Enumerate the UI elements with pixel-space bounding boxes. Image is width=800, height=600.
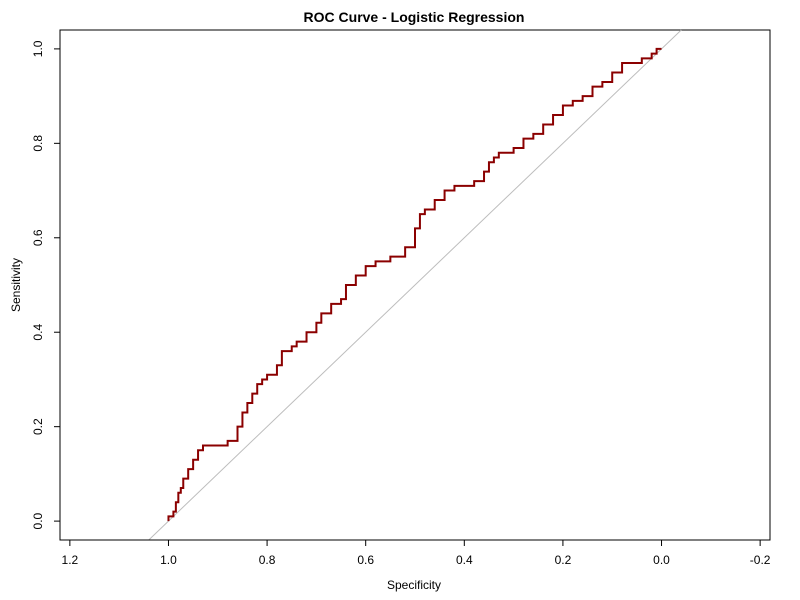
y-tick-label: 0.2 — [31, 418, 45, 435]
x-tick-label: 0.8 — [259, 553, 276, 567]
x-tick-label: 0.2 — [555, 553, 572, 567]
x-tick-label: 0.0 — [653, 553, 670, 567]
y-tick-label: 0.4 — [31, 324, 45, 341]
roc-line-layer — [167, 47, 662, 522]
reference-diagonal — [148, 29, 682, 541]
x-axis-title: Specificity — [387, 578, 441, 592]
x-tick-label: 0.6 — [357, 553, 374, 567]
reference-line-layer — [148, 29, 682, 541]
roc-curve-line — [167, 47, 662, 522]
x-tick-label: 1.2 — [62, 553, 79, 567]
plot-area — [59, 29, 771, 541]
y-axis-title: Sensitivity — [9, 258, 23, 312]
x-tick-label: -0.2 — [750, 553, 771, 567]
y-tick-label: 0.8 — [31, 135, 45, 152]
y-tick-label: 1.0 — [31, 40, 45, 57]
x-tick-label: 1.0 — [160, 553, 177, 567]
x-tick-label: 0.4 — [456, 553, 473, 567]
x-axis: 1.2 1.0 0.8 0.6 0.4 0.2 0.0 -0.2 — [62, 539, 771, 567]
y-tick-label: 0.6 — [31, 229, 45, 246]
chart-title: ROC Curve - Logistic Regression — [304, 9, 525, 25]
y-tick-label: 0.0 — [31, 512, 45, 529]
y-axis: 0.0 0.2 0.4 0.6 0.8 1.0 — [31, 40, 61, 529]
